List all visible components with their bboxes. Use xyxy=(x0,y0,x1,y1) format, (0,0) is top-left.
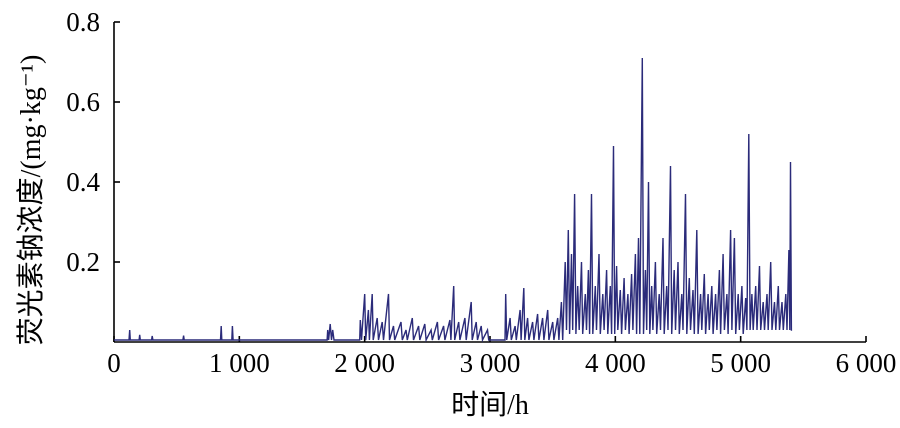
y-axis-ticks: 0.2 0.4 0.6 0.8 xyxy=(66,7,120,277)
series-line xyxy=(114,57,793,343)
y-axis-title: 荧光素钠浓度/(mg·kg⁻¹) xyxy=(15,55,47,346)
y-tick-label: 0.6 xyxy=(66,87,100,117)
x-tick-label: 6 000 xyxy=(836,348,897,378)
x-tick-label: 3 000 xyxy=(460,348,521,378)
x-tick-label: 1 000 xyxy=(209,348,270,378)
x-tick-label: 5 000 xyxy=(710,348,771,378)
x-tick-label: 4 000 xyxy=(585,348,646,378)
x-axis-ticks: 0 1 000 2 000 3 000 4 000 5 000 6 000 xyxy=(107,336,896,378)
x-axis-title: 时间/h xyxy=(451,389,529,421)
y-tick-label: 0.4 xyxy=(66,167,100,197)
y-tick-label: 0.8 xyxy=(66,7,100,37)
axes xyxy=(113,22,866,343)
x-tick-label: 0 xyxy=(107,348,121,378)
x-tick-label: 2 000 xyxy=(334,348,395,378)
y-tick-label: 0.2 xyxy=(66,247,100,277)
